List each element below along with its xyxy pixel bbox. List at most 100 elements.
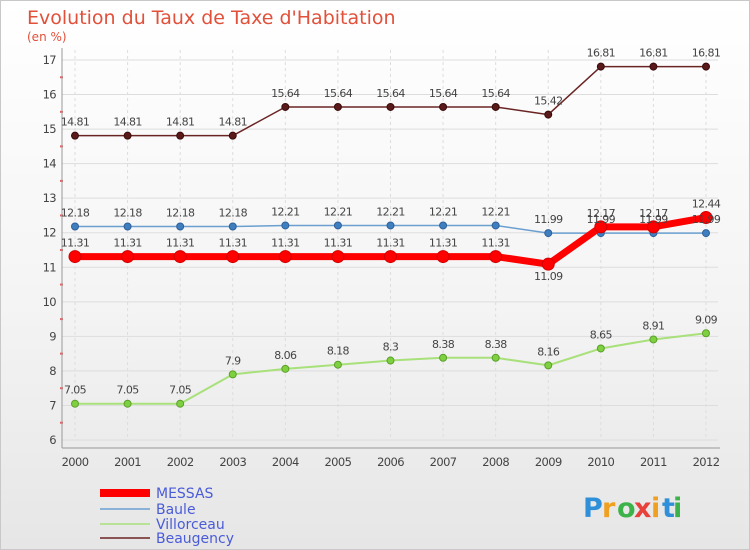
y-tick-label: 13 [43, 191, 57, 205]
data-point-villorceau [596, 344, 605, 353]
data-point-villorceau [649, 335, 658, 344]
data-point-beaugency [491, 102, 500, 111]
data-label-villorceau: 7.05 [117, 384, 140, 397]
data-point-villorceau [281, 364, 290, 373]
data-point-villorceau [544, 361, 553, 370]
y-tick-label: 8 [49, 364, 56, 378]
data-label-beaugency: 15.64 [271, 87, 300, 100]
data-label-messas: 11.31 [324, 237, 353, 250]
data-point-beaugency [176, 131, 185, 140]
data-label-messas: 11.09 [534, 270, 563, 283]
data-point-messas [384, 250, 397, 264]
data-label-baule: 12.18 [219, 207, 248, 220]
x-tick-label: 2003 [219, 455, 246, 469]
legend-label-villorceau: Villorceau [156, 517, 225, 533]
data-point-baule [386, 221, 395, 230]
logo-letter: t [662, 493, 676, 524]
data-label-baule: 11.99 [692, 213, 721, 226]
data-label-beaugency: 15.64 [376, 87, 405, 100]
logo-letter: x [634, 493, 652, 524]
data-label-villorceau: 8.3 [383, 341, 399, 354]
data-label-baule: 12.21 [324, 205, 353, 218]
data-label-villorceau: 8.06 [274, 349, 297, 362]
logo-letter: i [651, 493, 661, 524]
data-label-beaugency: 14.81 [113, 116, 142, 129]
data-point-messas [436, 250, 450, 264]
data-point-baule [544, 229, 553, 238]
data-point-villorceau [123, 399, 132, 408]
data-point-beaugency [228, 131, 237, 140]
data-point-beaugency [281, 102, 290, 111]
data-point-villorceau [176, 399, 185, 408]
data-point-baule [281, 221, 290, 230]
data-point-messas [173, 250, 187, 264]
data-point-messas [278, 250, 292, 264]
y-axis-label: (en %) [27, 30, 67, 44]
y-tick-label: 9 [49, 329, 56, 343]
data-label-messas: 12.17 [587, 207, 616, 220]
x-tick-label: 2008 [482, 455, 509, 469]
proxiti-logo: Pr oxi ti [583, 493, 683, 524]
data-label-messas: 11.31 [429, 237, 458, 250]
logo-letter: i [673, 493, 683, 524]
y-tick-label: 16 [43, 88, 57, 102]
legend-label-baule: Baule [156, 502, 196, 518]
data-label-villorceau: 7.9 [225, 354, 241, 367]
data-point-messas [121, 250, 135, 264]
data-point-beaugency [596, 62, 605, 71]
data-point-villorceau [386, 356, 395, 365]
data-label-baule: 12.18 [166, 207, 195, 220]
data-label-villorceau: 8.38 [432, 338, 455, 351]
logo-letter: r [602, 493, 616, 524]
data-point-beaugency [649, 62, 658, 71]
chart-title: Evolution du Taux de Taxe d'Habitation [27, 7, 396, 29]
series-group [68, 62, 713, 408]
x-tick-label: 2005 [324, 455, 351, 469]
data-point-baule [333, 221, 342, 230]
data-label-messas: 11.31 [376, 237, 405, 250]
data-point-villorceau [439, 353, 448, 362]
x-tick-label: 2010 [587, 455, 614, 469]
logo-letter: P [583, 493, 604, 524]
data-point-beaugency [386, 102, 395, 111]
x-tick-label: 2009 [535, 455, 562, 469]
data-point-baule [702, 229, 710, 238]
y-tick-label: 12 [43, 226, 57, 240]
data-label-baule: 11.99 [534, 213, 563, 226]
data-label-villorceau: 8.38 [485, 338, 508, 351]
data-label-villorceau: 8.16 [537, 345, 560, 358]
y-tick-label: 15 [43, 122, 57, 136]
data-point-villorceau [333, 360, 342, 369]
data-label-baule: 12.18 [113, 207, 142, 220]
y-tick-label: 10 [43, 295, 57, 309]
x-tick-label: 2002 [167, 455, 194, 469]
data-point-baule [123, 222, 132, 231]
x-tick-label: 2000 [62, 455, 89, 469]
data-label-villorceau: 7.05 [169, 384, 192, 397]
legend-label-messas: MESSAS [156, 486, 214, 502]
data-label-messas: 12.17 [639, 207, 668, 220]
axes: 6 7 8 9 10 11 12 13 14 15 16 17 2000 2001 2002 2003 2004… [43, 48, 720, 469]
data-label-villorceau: 8.18 [327, 345, 350, 358]
data-point-beaugency [544, 110, 553, 119]
data-point-messas [489, 250, 503, 264]
data-point-villorceau [71, 399, 79, 408]
data-point-beaugency [123, 131, 132, 140]
y-tick-label: 6 [49, 433, 56, 447]
logo-letter: o [617, 493, 637, 524]
data-label-beaugency: 14.81 [219, 116, 248, 129]
data-point-baule [439, 221, 448, 230]
data-label-baule: 12.21 [271, 205, 300, 218]
data-label-baule: 11.99 [639, 213, 668, 226]
data-label-beaugency: 15.64 [324, 87, 353, 100]
data-label-villorceau: 7.05 [64, 384, 87, 397]
data-label-messas: 11.31 [271, 237, 300, 250]
y-tick-label: 11 [43, 260, 57, 274]
data-point-messas [226, 250, 240, 264]
data-label-messas: 11.31 [113, 237, 142, 250]
data-label-baule: 12.18 [61, 207, 90, 220]
data-point-villorceau [702, 329, 710, 338]
x-tick-label: 2006 [377, 455, 404, 469]
